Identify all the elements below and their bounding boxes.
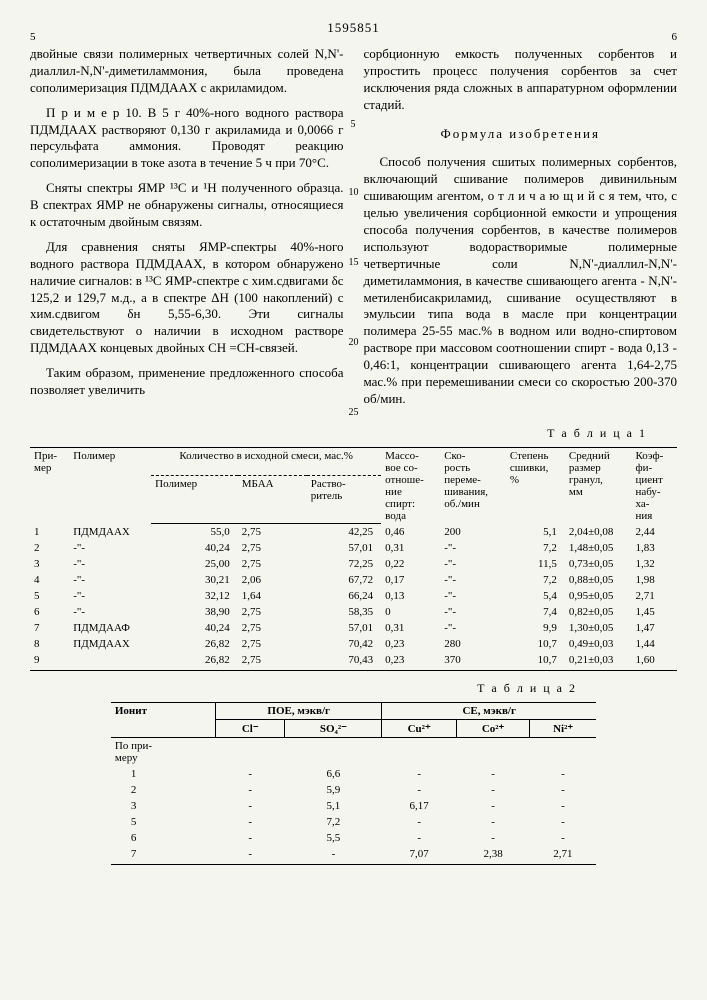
table-row: 6-"-38,902,7558,350-"-7,40,82±0,051,45 — [30, 604, 677, 620]
th: МБАА — [238, 476, 307, 524]
table-row: 3-5,16,17-- — [111, 798, 596, 814]
table2-title: Т а б л и ц а 2 — [30, 681, 577, 696]
th: Раство- ритель — [307, 476, 381, 524]
line-marker: 5 — [351, 118, 356, 131]
table2: Ионит ПОЕ, мэкв/г СЕ, мэкв/г Cl⁻ SO₄²⁻ C… — [111, 702, 596, 865]
paragraph: Таким образом, применение предложенного … — [30, 365, 344, 399]
table-row: 1ПДМДААХ55,02,7542,250,462005,12,04±0,08… — [30, 524, 677, 541]
th: Cl⁻ — [216, 720, 285, 738]
line-marker: 20 — [349, 336, 359, 349]
left-column: 5 5 10 15 20 25 двойные связи полимерных… — [30, 46, 344, 416]
line-marker: 10 — [349, 186, 359, 199]
th: Полимер — [151, 476, 238, 524]
th: Массо- вое со- отноше- ние спирт: вода — [381, 447, 440, 524]
th: Степень сшивки, % — [506, 447, 565, 524]
th: Коэф- фи- циент набу- ха- ния — [631, 447, 677, 524]
paragraph: двойные связи полимерных четвертичных со… — [30, 46, 344, 97]
table-row: 1-6,6--- — [111, 766, 596, 782]
table-row: По при- меру — [111, 738, 596, 767]
table-row: 2-5,9--- — [111, 782, 596, 798]
col-num-right: 6 — [672, 30, 678, 44]
paragraph: П р и м е р 10. В 5 г 40%-ного водного р… — [30, 105, 344, 173]
table-row: 5-7,2--- — [111, 814, 596, 830]
th: Средний размер гранул, мм — [565, 447, 632, 524]
th: Ионит — [111, 703, 216, 738]
th: Co²⁺ — [456, 720, 529, 738]
th: Ni²⁺ — [530, 720, 596, 738]
th: Ско- рость переме- шивания, об./мин — [440, 447, 506, 524]
formula-title: Формула изобретения — [364, 126, 678, 143]
th: Количество в исходной смеси, мас.% — [151, 447, 381, 475]
paragraph: сорбционную емкость полученных сорбентов… — [364, 46, 678, 114]
line-marker: 15 — [349, 256, 359, 269]
paragraph: Способ получения сшитых полимерных сорбе… — [364, 154, 678, 407]
paragraph: Для сравнения сняты ЯМР-спектры 40%-ного… — [30, 239, 344, 357]
th: СЕ, мэкв/г — [382, 703, 596, 720]
table-row: 8ПДМДААХ26,822,7570,420,2328010,70,49±0,… — [30, 636, 677, 652]
col-num-left: 5 — [30, 30, 36, 44]
th: ПОЕ, мэкв/г — [216, 703, 382, 720]
table-row: 6-5,5--- — [111, 830, 596, 846]
table-row: 926,822,7570,430,2337010,70,21±0,031,60 — [30, 652, 677, 671]
th: SO₄²⁻ — [285, 720, 382, 738]
patent-number: 1595851 — [30, 20, 677, 36]
right-column: 6 сорбционную емкость полученных сорбент… — [364, 46, 678, 416]
th: Cu²⁺ — [382, 720, 457, 738]
table-row: 3-"-25,002,7572,250,22-"-11,50,73±0,051,… — [30, 556, 677, 572]
table-row: 7--7,072,382,71 — [111, 846, 596, 865]
line-marker: 25 — [349, 406, 359, 419]
table-row: 7ПДМДААФ40,242,7557,010,31-"-9,91,30±0,0… — [30, 620, 677, 636]
table1: При- мер Полимер Количество в исходной с… — [30, 447, 677, 672]
table1-title: Т а б л и ц а 1 — [30, 426, 647, 441]
table-row: 5-"-32,121,6466,240,13-"-5,40,95±0,052,7… — [30, 588, 677, 604]
table-row: 4-"-30,212,0667,720,17-"-7,20,88±0,051,9… — [30, 572, 677, 588]
table-row: 2-"-40,242,7557,010,31-"-7,21,48±0,051,8… — [30, 540, 677, 556]
th: Полимер — [69, 447, 151, 524]
th: При- мер — [30, 447, 69, 524]
paragraph: Сняты спектры ЯМР ¹³С и ¹Н полученного о… — [30, 180, 344, 231]
